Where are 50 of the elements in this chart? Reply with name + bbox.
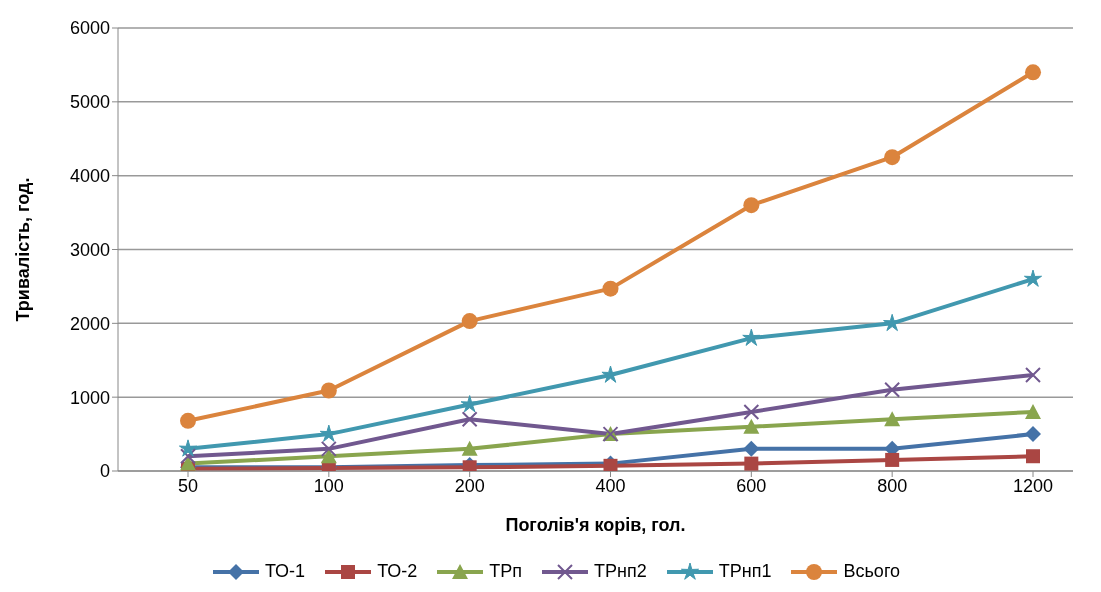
point	[180, 455, 196, 471]
point	[1026, 449, 1040, 464]
point	[884, 411, 901, 427]
point	[320, 382, 337, 399]
point	[461, 440, 478, 456]
point	[178, 439, 198, 457]
point	[1023, 269, 1043, 287]
point	[743, 197, 760, 214]
x-tick-label: 200	[454, 475, 485, 496]
point	[1025, 64, 1041, 81]
x-tick-label: 400	[595, 475, 626, 496]
point	[461, 313, 478, 330]
point	[884, 381, 901, 398]
legend-label: ТРнп1	[718, 561, 772, 582]
point	[320, 440, 337, 457]
legend-label: ТРнп2	[594, 561, 647, 582]
y-tick-label: 1000	[69, 387, 110, 408]
point	[180, 412, 196, 429]
point	[1025, 367, 1041, 384]
x-tick-label: 50	[177, 475, 199, 496]
legend-label: Всього	[843, 561, 901, 582]
x-tick-label: 1200	[1012, 475, 1054, 496]
point	[743, 440, 760, 457]
y-tick-label: 3000	[69, 239, 110, 260]
y-tick-label: 0	[99, 461, 110, 482]
y-tick-label: 2000	[69, 313, 110, 334]
legend-label: ТРп	[489, 561, 523, 582]
y-tick-label: 5000	[69, 92, 110, 113]
legend-label: ТО-2	[377, 561, 418, 582]
point	[885, 452, 900, 467]
y-tick-label: 6000	[69, 18, 110, 39]
point	[744, 456, 759, 471]
point	[602, 280, 619, 297]
x-tick-label: 800	[877, 475, 908, 496]
x-axis-title: Поголів'я корів, гол.	[505, 515, 686, 535]
point	[743, 418, 760, 434]
point	[461, 411, 478, 428]
point	[1025, 403, 1041, 419]
point	[180, 448, 196, 465]
point	[1025, 426, 1041, 443]
y-tick-label: 4000	[69, 166, 110, 187]
point	[742, 328, 761, 346]
legend-label: ТО-1	[264, 561, 306, 582]
x-tick-label: 100	[313, 475, 344, 496]
point	[884, 149, 901, 166]
point	[320, 448, 337, 464]
point	[319, 424, 338, 442]
point	[743, 403, 760, 420]
y-axis-title: Тривалість, год.	[13, 177, 34, 322]
x-tick-label: 600	[736, 475, 767, 496]
